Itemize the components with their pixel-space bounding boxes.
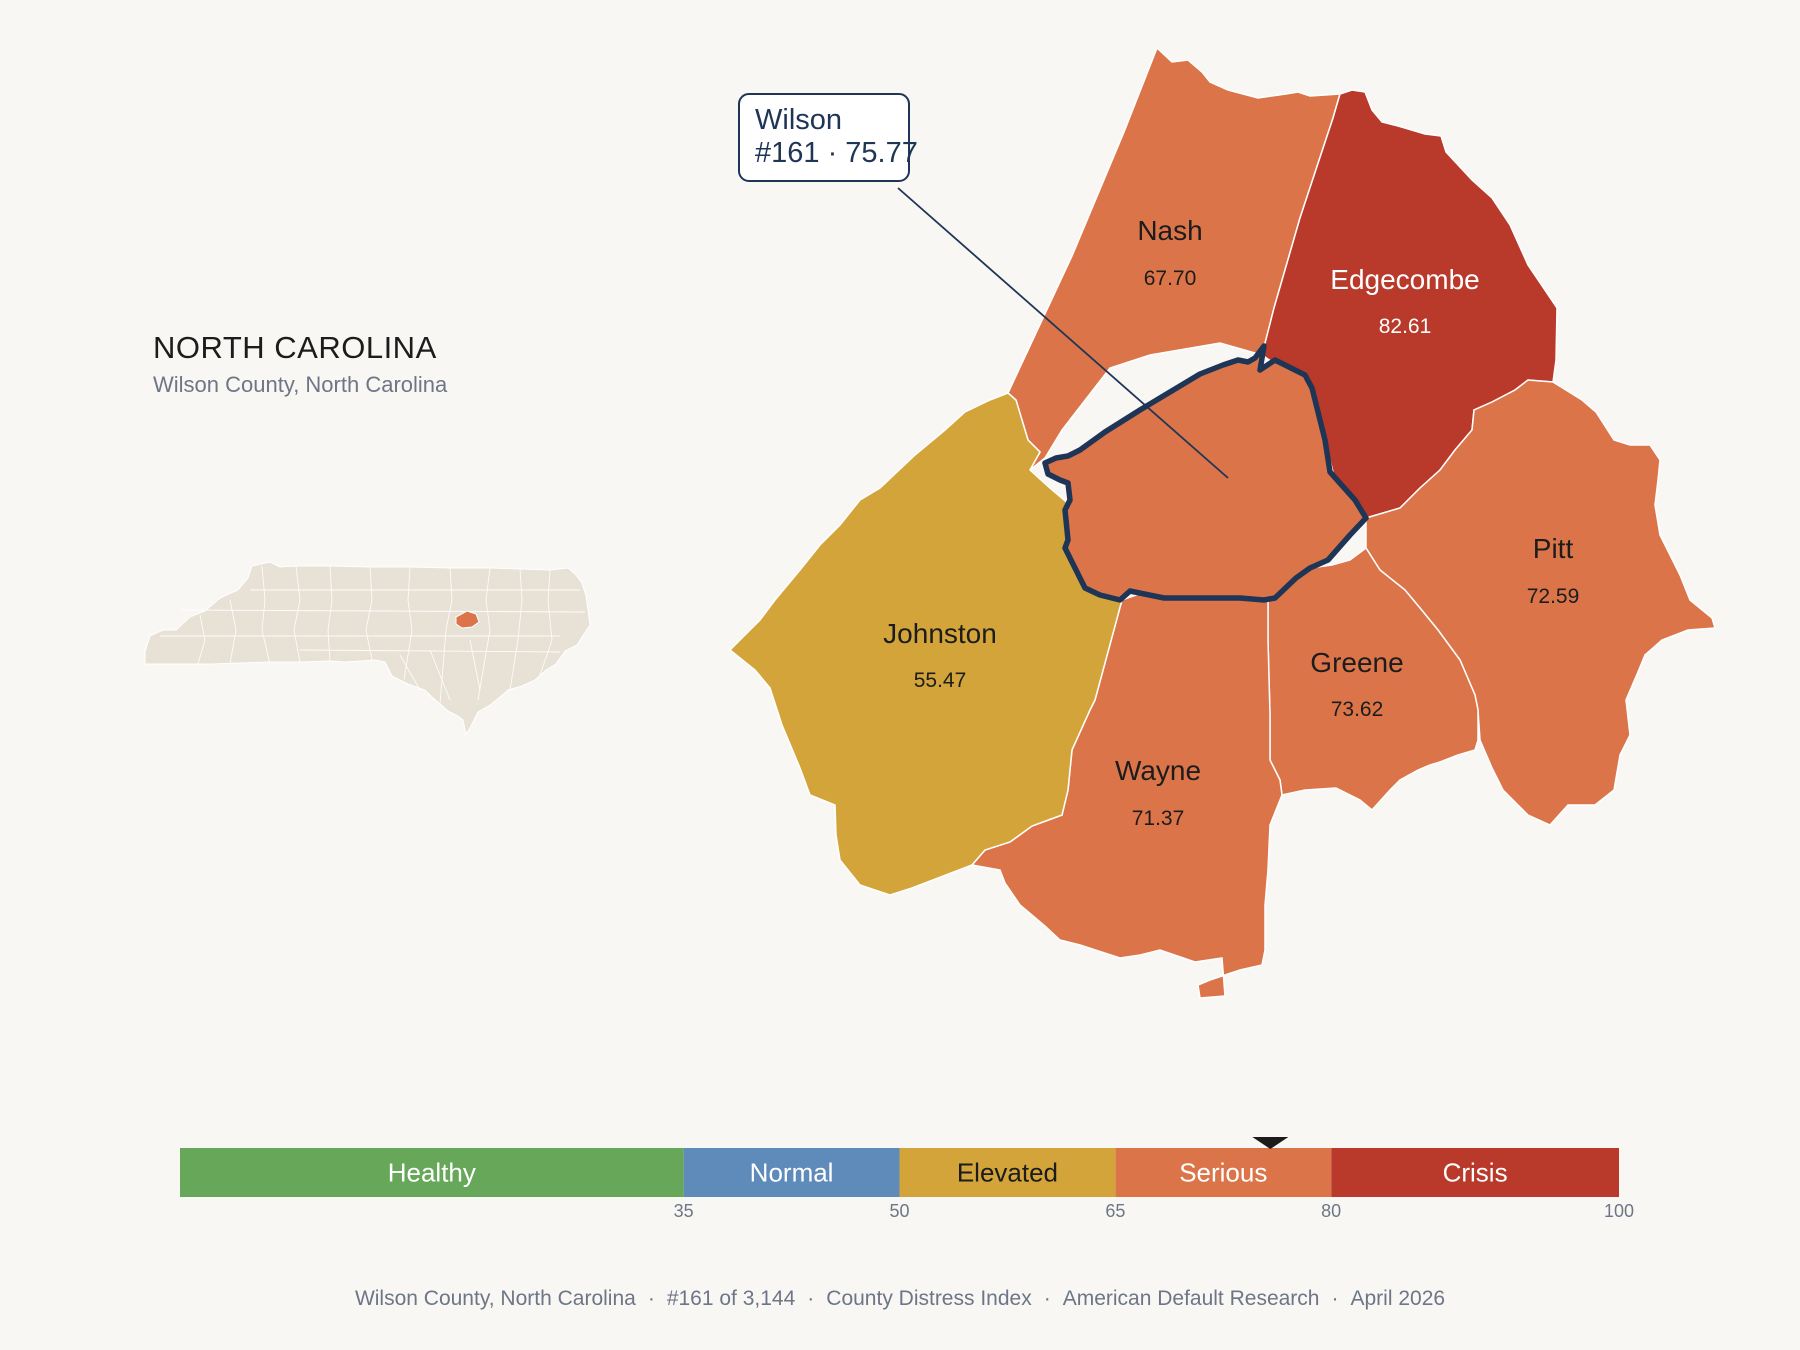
scale-tick: 100: [1604, 1201, 1634, 1221]
footer-separator: ·: [807, 1287, 815, 1310]
county-value-greene: 73.62: [1331, 698, 1384, 721]
state-inset-county-lines: [160, 565, 586, 705]
scale-band-elevated: [899, 1148, 1116, 1197]
county-regions: [728, 46, 1716, 999]
footer-date: April 2026: [1350, 1287, 1446, 1310]
scale-band-crisis: [1331, 1148, 1619, 1197]
county-value-wayne: 71.37: [1132, 807, 1185, 830]
state-inset-wilson-highlight: [455, 610, 480, 629]
callout-rank-score: #161 · 75.77: [755, 137, 918, 169]
county-label-johnston: Johnston: [883, 618, 997, 649]
county-value-nash: 67.70: [1144, 267, 1197, 290]
scale-tick: 65: [1105, 1201, 1125, 1221]
scale-band-serious: [1115, 1148, 1332, 1197]
footer-separator: ·: [647, 1287, 655, 1310]
scale-band-normal: [683, 1148, 900, 1197]
scale-tick: 80: [1321, 1201, 1341, 1221]
state-inset-shape: [144, 561, 591, 736]
county-label-nash: Nash: [1137, 215, 1202, 246]
footer-separator: ·: [1043, 1287, 1051, 1310]
footer: Wilson County, North Carolina · #161 of 3,…: [0, 1287, 1800, 1311]
state-subtitle: Wilson County, North Carolina: [153, 372, 448, 397]
scale-band-label-crisis: Crisis: [1443, 1158, 1508, 1188]
callout-county-name: Wilson: [755, 104, 843, 136]
county-value-johnston: 55.47: [914, 669, 967, 692]
footer-county: Wilson County, North Carolina: [354, 1287, 636, 1310]
scale-band-label-serious: Serious: [1179, 1158, 1267, 1188]
county-label-pitt: Pitt: [1533, 533, 1574, 564]
state-inset-map: [144, 561, 591, 736]
county-value-edgecombe: 82.61: [1379, 315, 1432, 338]
county-label-edgecombe: Edgecombe: [1330, 264, 1479, 295]
wilson-callout: Wilson #161 · 75.77: [738, 93, 918, 182]
scale-tick: 50: [889, 1201, 909, 1221]
footer-rank: #161 of 3,144: [666, 1287, 796, 1310]
state-title: NORTH CAROLINA: [153, 330, 437, 365]
scale-band-label-healthy: Healthy: [388, 1158, 476, 1188]
county-label-greene: Greene: [1310, 647, 1403, 678]
footer-publisher: American Default Research: [1062, 1287, 1320, 1310]
wilson-highlight-outline: [1042, 343, 1369, 603]
scale-marker: [1252, 1137, 1289, 1149]
scale-band-healthy: [180, 1148, 684, 1197]
county-labels: Nash 67.70 Edgecombe 82.61 Johnston 55.4…: [883, 215, 1579, 830]
county-label-wayne: Wayne: [1115, 755, 1201, 786]
callout-leader-line: [897, 187, 1229, 479]
scale-band-label-normal: Normal: [750, 1158, 834, 1188]
scale-band-label-elevated: Elevated: [957, 1158, 1058, 1188]
distress-scale: Healthy Normal Elevated Serious Crisis 35 50 65…: [180, 1137, 1634, 1221]
footer-separator: ·: [1331, 1287, 1339, 1310]
county-value-pitt: 72.59: [1527, 585, 1580, 608]
footer-index-name: County Distress Index: [826, 1287, 1032, 1310]
scale-tick: 35: [674, 1201, 694, 1221]
